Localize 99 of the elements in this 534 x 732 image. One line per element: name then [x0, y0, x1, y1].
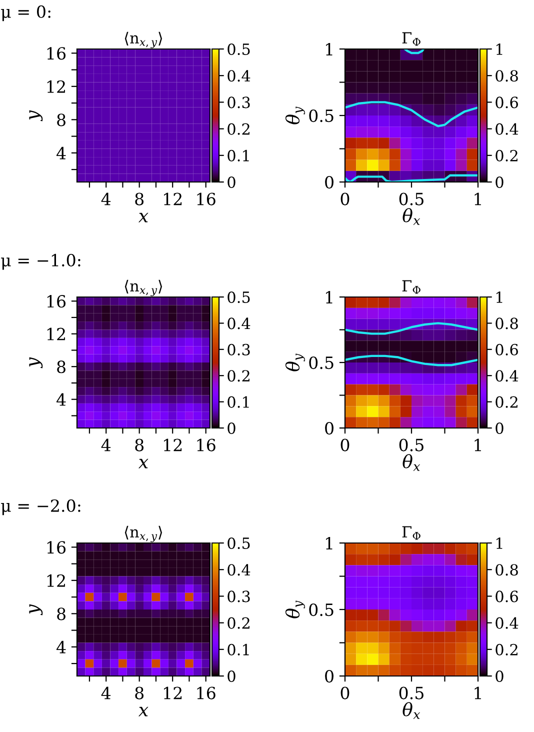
text: μ = −1.0: — [1, 254, 80, 270]
color-bar-label: 1 — [496, 43, 502, 55]
text: μ = −2.0: — [1, 499, 80, 516]
color-bar-label: 0.1 — [228, 396, 249, 408]
color-bar-label: 0.3 — [228, 590, 250, 602]
x-tick-label: 1 — [474, 438, 481, 452]
chart-title: Γ$_{Φ}$ — [402, 280, 420, 294]
color-bar-label: 0.4 — [496, 370, 518, 382]
color-bar-label: 0 — [496, 176, 504, 188]
color-bar-label: 0 — [228, 176, 236, 188]
x-tick-label: 1 — [474, 192, 481, 206]
y-tick-label: 4 — [56, 146, 66, 160]
y-tick-label: 0 — [325, 176, 334, 189]
y-tick-label: 0 — [325, 670, 334, 683]
y-tick-label: 0 — [325, 422, 334, 435]
x-tick-label: 16 — [197, 192, 216, 206]
x-tick-label: 4 — [101, 192, 111, 206]
y-tick-label: 1 — [326, 290, 332, 304]
color-bar-label: 0.3 — [228, 344, 250, 356]
x-tick-label: 12 — [164, 438, 182, 452]
chart-title: ⟨n$_{x,y}$⟩ — [124, 32, 162, 48]
color-bar-label: 0.1 — [228, 644, 249, 656]
color-bar-label: 0.4 — [496, 123, 518, 135]
x-tick-label: 1 — [474, 686, 481, 700]
y-tick-label: 4 — [56, 393, 66, 406]
y-axis-title: θ$_{y}$ — [285, 106, 305, 124]
color-bar-label: 0.5 — [228, 537, 250, 550]
x-tick-label: 8 — [135, 192, 144, 206]
color-bar-label: 0.3 — [228, 96, 250, 108]
color-bar-label: 0.2 — [496, 150, 518, 162]
x-tick-label: 8 — [135, 686, 144, 700]
color-bar-label: 0.8 — [496, 70, 518, 82]
x-tick-label: 0.5 — [399, 686, 424, 700]
y-tick-label: 1 — [326, 42, 332, 56]
color-bar-label: 0.6 — [496, 590, 518, 602]
y-axis-title: y — [29, 604, 43, 616]
x-axis-title: θ$_{x}$ — [402, 454, 420, 471]
y-tick-label: 16 — [47, 47, 66, 60]
chart-title: Γ$_{Φ}$ — [402, 526, 420, 540]
y-tick-label: 8 — [57, 114, 66, 126]
x-tick-label: 0 — [340, 438, 350, 452]
y-tick-label: 16 — [47, 541, 66, 554]
y-tick-label: 0.5 — [309, 603, 334, 616]
color-bar-label: 0.5 — [228, 43, 250, 56]
text: μ = 0: — [1, 5, 50, 22]
color-bar-label: 0.5 — [228, 291, 250, 304]
color-bar-label: 0.4 — [228, 564, 250, 576]
x-axis-title: x — [138, 458, 148, 468]
color-bar-label: 0.8 — [496, 564, 518, 576]
color-bar-label: 0.2 — [228, 370, 250, 382]
color-bar-label: 0.2 — [228, 617, 250, 629]
x-tick-label: 0 — [340, 192, 350, 206]
color-bar-label: 0.1 — [228, 150, 249, 162]
x-tick-label: 8 — [135, 438, 144, 452]
x-tick-label: 16 — [197, 686, 216, 700]
color-bar-label: 0 — [228, 422, 236, 434]
chart-title: ⟨n$_{x,y}$⟩ — [124, 280, 162, 296]
y-tick-label: 16 — [47, 295, 66, 308]
x-axis-title: x — [138, 706, 148, 716]
color-bar-label: 0.2 — [496, 644, 518, 656]
y-tick-label: 4 — [56, 640, 66, 654]
y-axis-title: θ$_{y}$ — [285, 354, 305, 372]
color-bar-label: 0 — [496, 670, 504, 682]
y-axis-title: θ$_{y}$ — [285, 600, 305, 618]
color-bar-label: 0.4 — [496, 617, 518, 629]
x-axis-title: x — [138, 212, 148, 222]
y-axis-title: y — [29, 110, 43, 122]
color-bar-label: 0 — [496, 422, 504, 434]
y-tick-label: 8 — [57, 608, 66, 620]
color-bar-label: 1 — [496, 537, 502, 549]
x-tick-label: 12 — [164, 192, 182, 206]
color-bar-label: 1 — [496, 291, 502, 303]
y-tick-label: 1 — [326, 536, 332, 550]
color-bar-label: 0.2 — [496, 396, 518, 408]
color-bar-label: 0.6 — [496, 96, 518, 108]
x-tick-label: 16 — [197, 438, 216, 452]
color-bar-label: 0 — [228, 670, 236, 682]
y-tick-label: 0.5 — [309, 356, 334, 370]
x-tick-label: 12 — [164, 686, 182, 700]
color-bar-label: 0.2 — [228, 123, 250, 135]
y-tick-label: 12 — [47, 328, 65, 340]
x-tick-label: 0.5 — [399, 438, 424, 452]
y-tick-label: 12 — [47, 574, 65, 587]
x-tick-label: 4 — [101, 686, 111, 700]
y-tick-label: 12 — [47, 80, 65, 93]
chart-title: Γ$_{Φ}$ — [402, 32, 420, 46]
x-tick-label: 0 — [340, 686, 350, 700]
color-bar-label: 0.4 — [228, 70, 250, 82]
y-tick-label: 0.5 — [309, 109, 334, 122]
y-tick-label: 8 — [57, 360, 66, 374]
x-tick-label: 4 — [101, 438, 111, 452]
color-bar-label: 0.4 — [228, 318, 250, 330]
x-axis-title: θ$_{x}$ — [402, 208, 420, 225]
x-axis-title: θ$_{x}$ — [402, 702, 420, 719]
color-bar-label: 0.6 — [496, 344, 518, 356]
x-tick-label: 0.5 — [399, 192, 424, 206]
y-axis-title: y — [29, 357, 43, 368]
chart-title: ⟨n$_{x,y}$⟩ — [124, 526, 162, 542]
color-bar-label: 0.8 — [496, 318, 518, 330]
